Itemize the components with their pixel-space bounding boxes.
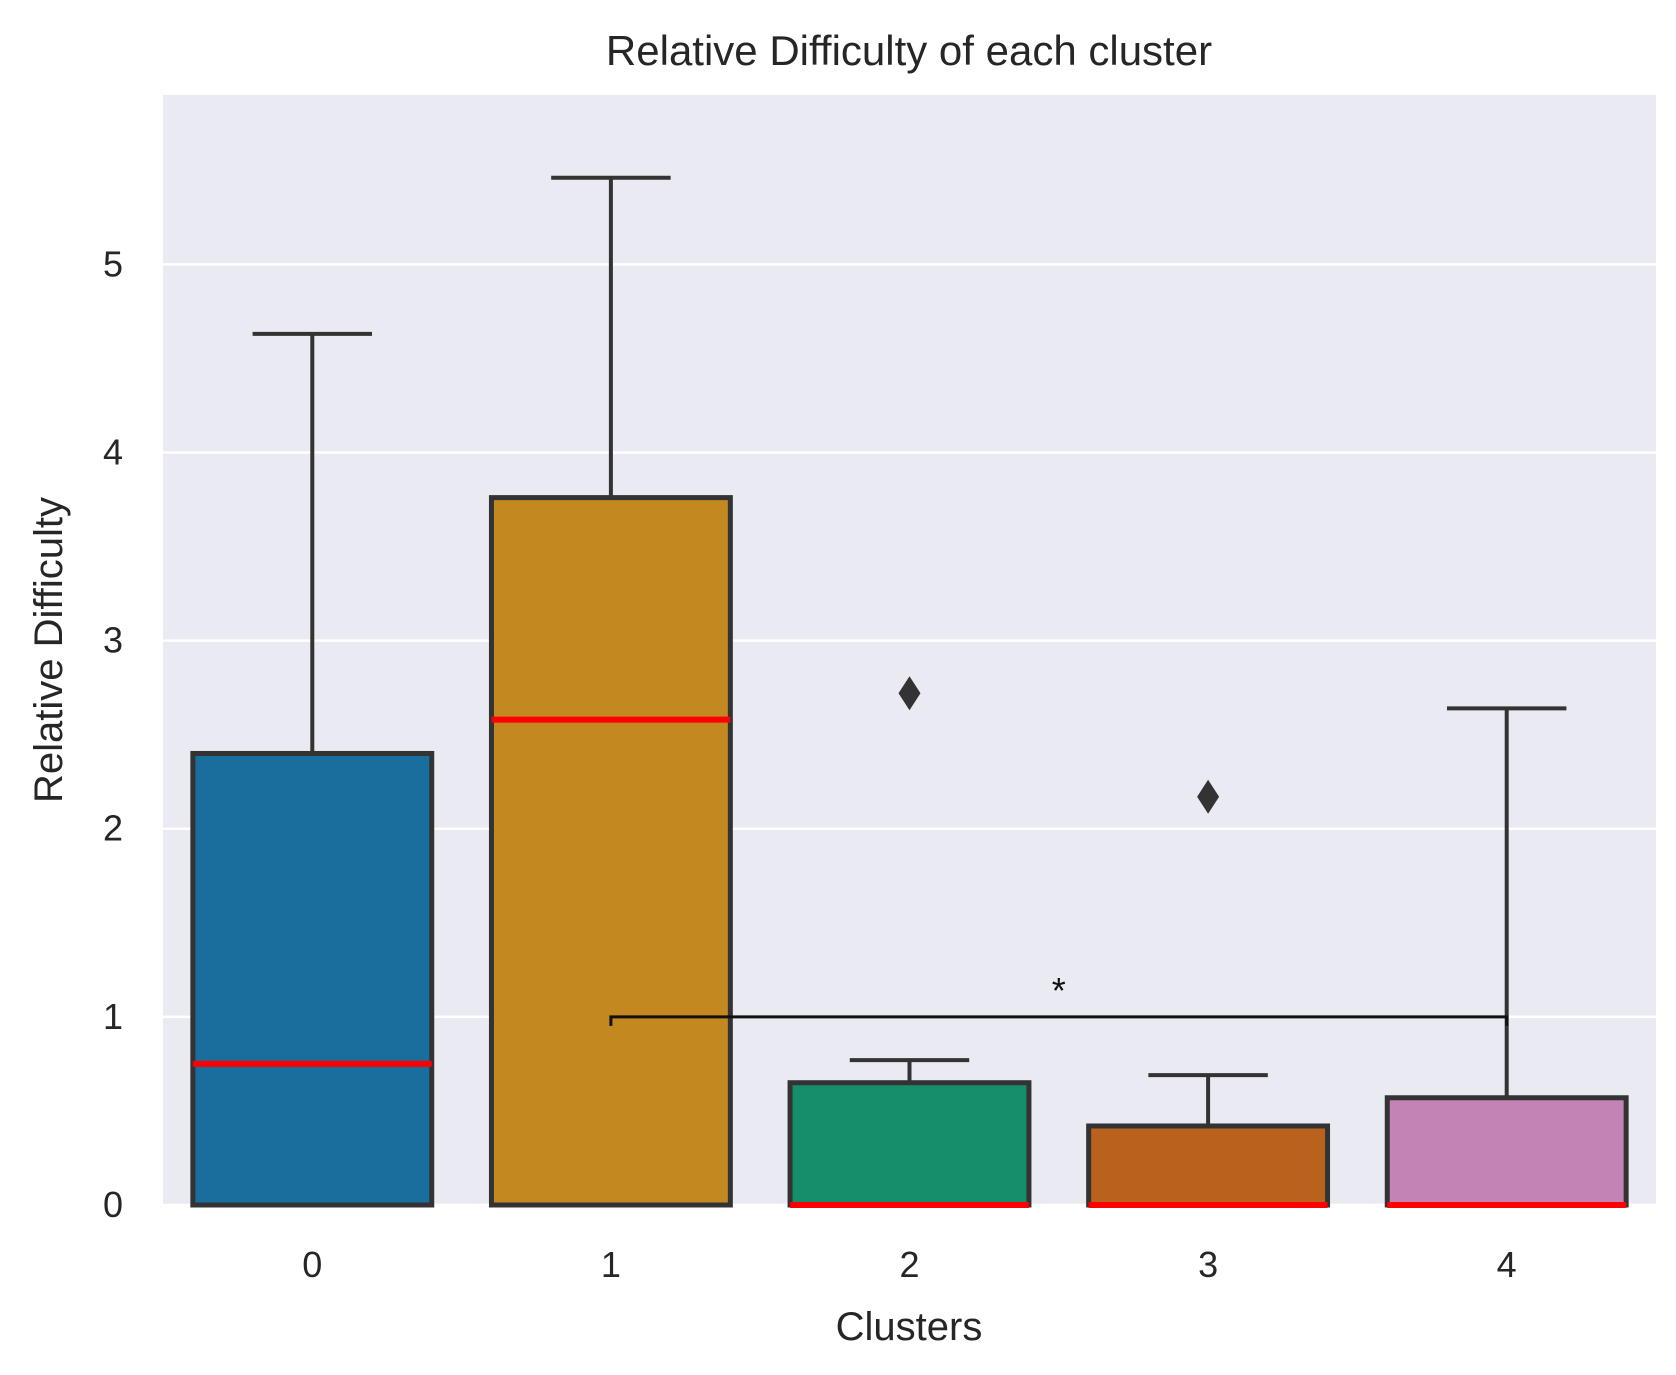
significance-label: * [1052,970,1066,1011]
y-tick-label: 0 [103,1184,123,1225]
outlier-marker [1197,779,1220,814]
chart-title: Relative Difficulty of each cluster [606,27,1212,74]
significance-bracket [609,1015,1509,1026]
boxes [190,175,1629,1208]
box-cluster-3 [1086,779,1331,1208]
x-tick-label: 4 [1497,1244,1517,1285]
box-body [1384,1095,1629,1208]
x-axis-label: Clusters [836,1305,983,1349]
y-tick-label: 5 [103,243,123,284]
box-cluster-1 [488,175,733,1208]
x-tick-label: 3 [1198,1244,1218,1285]
x-tick-labels: 0 1 2 3 4 [302,1244,1516,1285]
x-tick-label: 2 [899,1244,919,1285]
x-tick-label: 0 [302,1244,322,1285]
box-body [787,1080,1032,1208]
y-tick-label: 1 [103,996,123,1037]
y-tick-label: 3 [103,620,123,661]
box-body [190,750,435,1208]
y-axis-label: Relative Difficulty [27,497,71,803]
box-cluster-2 [787,676,1032,1208]
box-cluster-4 [1384,706,1629,1208]
outlier-marker [898,676,921,711]
significance-annotation: * [609,970,1509,1026]
y-tick-label: 2 [103,808,123,849]
box-cluster-0 [190,331,435,1208]
box-body [1086,1123,1331,1208]
x-tick-label: 1 [601,1244,621,1285]
y-tick-labels: 0 1 2 3 4 5 [103,243,123,1225]
box-body [488,495,733,1208]
y-tick-label: 4 [103,431,123,472]
